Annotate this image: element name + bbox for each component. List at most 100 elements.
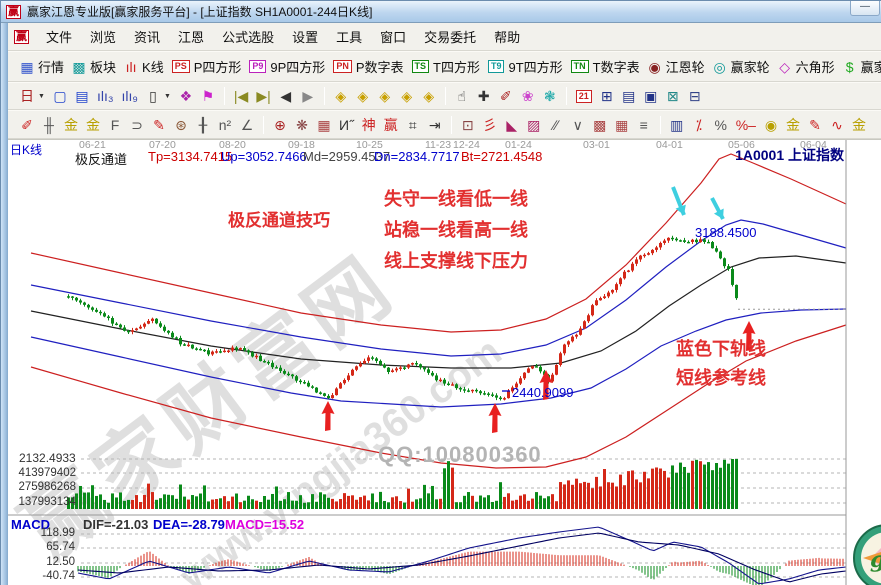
- percent-tool[interactable]: %: [710, 115, 732, 135]
- menu-tools[interactable]: 工具: [336, 30, 363, 45]
- note-pen-tool[interactable]: ✎: [804, 115, 826, 135]
- percent-line-tool[interactable]: %–: [732, 115, 760, 135]
- grid-box-tool[interactable]: ▦: [313, 115, 335, 135]
- calculator-button[interactable]: ⊞: [596, 86, 618, 106]
- dense-grid2-tool[interactable]: ▦: [611, 115, 633, 135]
- hand-drag-button[interactable]: ☝: [451, 86, 473, 106]
- wave-tool[interactable]: ∿: [826, 115, 848, 135]
- print-button[interactable]: ⊟: [684, 86, 706, 106]
- winner-service-button[interactable]: $ 赢家服务: [839, 55, 881, 78]
- export-button[interactable]: ⊠: [662, 86, 684, 106]
- chart-canvas[interactable]: ga: [1, 139, 881, 585]
- gann-wheel-button[interactable]: ◉ 江恩轮: [644, 55, 709, 78]
- nav-last-button[interactable]: ▶|: [252, 86, 274, 106]
- menu-trade[interactable]: 交易委托: [424, 30, 477, 45]
- p9-square-button[interactable]: P9 9P四方形: [245, 55, 329, 78]
- macd-axis-label: 118.99: [40, 527, 75, 539]
- v-lines-tool[interactable]: ∨: [567, 115, 589, 135]
- compass-tool[interactable]: ⊛: [170, 115, 192, 135]
- crosshair-button[interactable]: ✚: [473, 86, 495, 106]
- main-toolbar: ▦ 行情 ▩ 板块 ılı K线 PS P四方形 P9 9P四方形 PN P数字表 TS T四方形 T9 9T…: [8, 51, 881, 82]
- gann-figure-button[interactable]: ❖: [175, 86, 197, 106]
- n-square-tool[interactable]: n²: [214, 115, 236, 135]
- mm-lines-tool[interactable]: ≡: [633, 115, 655, 135]
- zoom-out-button[interactable]: ◈: [396, 86, 418, 106]
- ruler-tool[interactable]: ╂: [192, 115, 214, 135]
- dense-grid-tool[interactable]: ▩: [589, 115, 611, 135]
- wave-mark-tool[interactable]: И˝: [335, 115, 358, 135]
- info-panel-button[interactable]: ▤: [71, 86, 93, 106]
- date-tick-label: 08-20: [219, 139, 246, 151]
- kline-button[interactable]: ılı K线: [120, 55, 168, 78]
- f-tool[interactable]: F: [104, 115, 126, 135]
- hexagon-button[interactable]: ◇ 六角形: [774, 55, 839, 78]
- golden-section-tool[interactable]: 金: [60, 115, 82, 135]
- fan-box-tool[interactable]: ▨: [523, 115, 545, 135]
- grid-ruler-tool[interactable]: ╫: [38, 115, 60, 135]
- zoom-right-button[interactable]: ◈: [352, 86, 374, 106]
- brush-tool[interactable]: ✐: [16, 115, 38, 135]
- menu-file[interactable]: 文件: [46, 30, 73, 45]
- smart-analyze-button[interactable]: ❃: [539, 86, 561, 106]
- menu-browse[interactable]: 浏览: [90, 30, 117, 45]
- stats-tool[interactable]: ▥: [666, 115, 688, 135]
- winner-wheel-button[interactable]: ◎ 赢家轮: [709, 55, 774, 78]
- golden-section2-tool[interactable]: 金: [82, 115, 104, 135]
- golden-bar-tool[interactable]: 金: [848, 115, 870, 135]
- percent-wave-tool[interactable]: ⁒: [688, 115, 710, 135]
- menu-formula-stockpick[interactable]: 公式选股: [222, 30, 275, 45]
- red-pen-tool[interactable]: ✎: [148, 115, 170, 135]
- date-tick-label: 06-04: [800, 139, 827, 151]
- ying-tool[interactable]: 赢: [380, 115, 402, 135]
- region-select-button[interactable]: ▢: [49, 86, 71, 106]
- t-number-table-button[interactable]: TN T数字表: [567, 55, 644, 78]
- menu-window[interactable]: 窗口: [380, 30, 407, 45]
- bars9-button[interactable]: ılı₉: [118, 86, 142, 106]
- gann-box-tool[interactable]: ⊡: [457, 115, 479, 135]
- save-button[interactable]: ▣: [640, 86, 662, 106]
- t9-square-button[interactable]: T9 9T四方形: [484, 55, 567, 78]
- p-square-button[interactable]: PS P四方形: [168, 55, 246, 78]
- nav-next-button[interactable]: ▶: [297, 86, 319, 106]
- wedge-tool[interactable]: ◣: [501, 115, 523, 135]
- minimize-button[interactable]: —: [850, 1, 880, 16]
- candle-style-button[interactable]: ▯ ▼: [142, 86, 175, 106]
- measure-pen-button[interactable]: ✐: [495, 86, 517, 106]
- gann-fan-tool[interactable]: 彡: [479, 115, 501, 135]
- zoom-horizontal-button[interactable]: ◈: [374, 86, 396, 106]
- toolbar-separator: [444, 87, 446, 105]
- t-square-button[interactable]: TS T四方形: [408, 55, 484, 78]
- quote-button[interactable]: ▦ 行情: [16, 55, 68, 78]
- stats-tool-icon: ▥: [670, 116, 684, 133]
- menu-settings[interactable]: 设置: [292, 30, 319, 45]
- starburst-tool[interactable]: ❋: [291, 115, 313, 135]
- target-tool[interactable]: ⊕: [269, 115, 291, 135]
- kline-period-button[interactable]: 日 ▼: [16, 86, 49, 106]
- symbol-name-label: 1A0001 上证指数: [735, 147, 844, 163]
- dropdown-arrow-icon: ▼: [38, 92, 45, 100]
- golden-circle-tool[interactable]: ◉: [760, 115, 782, 135]
- notepad-button[interactable]: ▤: [618, 86, 640, 106]
- arrow-bar-tool[interactable]: ⇥: [424, 115, 446, 135]
- nav-prev-button[interactable]: ◀: [275, 86, 297, 106]
- angle-tool[interactable]: ∠: [236, 115, 258, 135]
- bars3-button[interactable]: ılı₃: [93, 86, 118, 106]
- grid123-tool[interactable]: ⌗: [402, 115, 424, 135]
- calendar-button[interactable]: 21: [572, 88, 596, 105]
- shen-tool[interactable]: 神: [358, 115, 380, 135]
- sector-button[interactable]: ▩ 板块: [68, 55, 120, 78]
- gann-mark-button[interactable]: ❀: [517, 86, 539, 106]
- t-square-button-icon: TS: [411, 60, 430, 73]
- zoom-left-button[interactable]: ◈: [330, 86, 352, 106]
- arc-tool[interactable]: ⊃: [126, 115, 148, 135]
- menu-news[interactable]: 资讯: [134, 30, 161, 45]
- nav-first-button[interactable]: |◀: [230, 86, 252, 106]
- p-number-table-button[interactable]: PN P数字表: [329, 55, 407, 78]
- zoom-all-button[interactable]: ◈: [418, 86, 440, 106]
- menu-help[interactable]: 帮助: [494, 30, 521, 45]
- analysis-flag-button[interactable]: ⚑: [197, 86, 219, 106]
- golden-line-tool[interactable]: 金: [782, 115, 804, 135]
- trend-lines-tool[interactable]: ∕∕: [545, 115, 567, 135]
- calendar-button-icon: 21: [575, 89, 592, 103]
- menu-gann[interactable]: 江恩: [178, 30, 205, 45]
